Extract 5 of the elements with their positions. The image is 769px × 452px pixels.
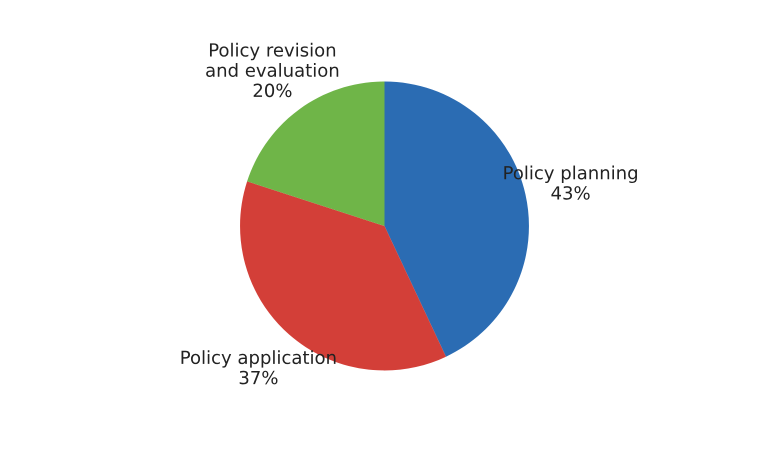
slice-label: Policy revision and evaluation — [206, 42, 338, 77]
data-label: 37% — [240, 370, 278, 384]
data-label: 43% — [551, 186, 590, 200]
slice-label: Policy application — [182, 350, 336, 368]
data-label: 20% — [254, 84, 292, 98]
